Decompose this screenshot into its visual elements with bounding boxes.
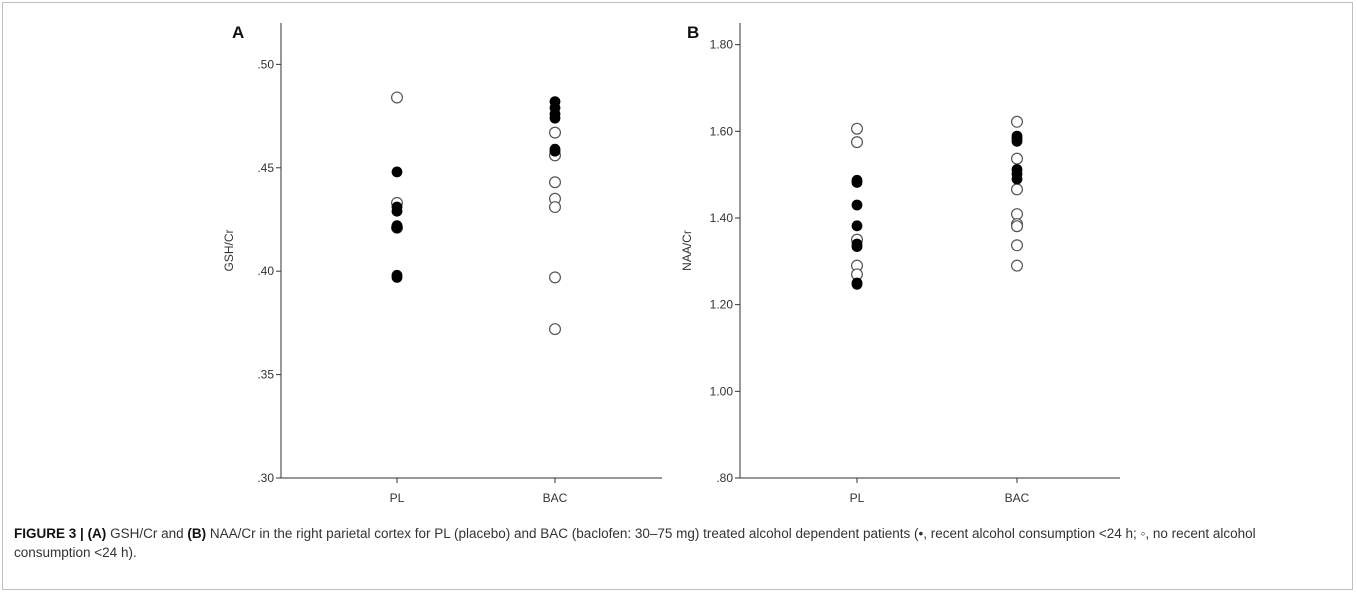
panel-b-y-tick-label: 1.40	[710, 211, 734, 225]
panel-a-point-filled	[391, 271, 403, 283]
panel-b-point-filled	[1011, 173, 1023, 185]
panel-b-point-open	[850, 136, 863, 149]
panel-b-y-tick-label: 1.20	[710, 298, 734, 312]
panel-a-point-filled	[391, 222, 403, 234]
panel-a-y-tick-label: .40	[257, 264, 274, 278]
panel-b-point-filled	[851, 199, 863, 211]
panel-a-point-open	[548, 126, 561, 139]
panel-a-x-tick-label: PL	[390, 491, 405, 505]
panel-a-point-filled	[391, 166, 403, 178]
caption-part-a-text: GSH/Cr and	[110, 526, 184, 541]
panel-b-point-open	[1010, 239, 1023, 252]
caption-figure-label: FIGURE 3 |	[14, 526, 84, 541]
panel-a-point-open	[548, 323, 561, 336]
panel-a-point-open	[548, 201, 561, 214]
caption-part-a-label: (A)	[87, 526, 107, 541]
panel-a-point-filled	[391, 205, 403, 217]
panel-a-point-open	[548, 176, 561, 189]
panel-a-point-filled	[549, 145, 561, 157]
panel-b-y-tick-label: 1.00	[710, 384, 734, 398]
panel-a-x-tick-label: BAC	[543, 491, 568, 505]
panel-a-y-tick-label: .35	[257, 368, 274, 382]
panel-b-point-open	[850, 122, 863, 135]
panel-b-x-tick-label: BAC	[1005, 491, 1030, 505]
panel-b-point-open	[1010, 220, 1023, 233]
panel-b-point-filled	[851, 278, 863, 290]
panel-a-label: A	[232, 23, 244, 42]
panel-b-point-filled	[1011, 135, 1023, 147]
panel-b-y-tick-label: 1.80	[710, 38, 734, 52]
panel-b-point-open	[1010, 183, 1023, 196]
panel-a-y-tick-label: .30	[257, 471, 274, 485]
caption-part-b-label: (B)	[187, 526, 207, 541]
panel-b-point-filled	[851, 241, 863, 253]
panel-b-point-open	[1010, 152, 1023, 165]
panel-b-y-tick-label: .80	[716, 471, 733, 485]
panel-a-y-tick-label: .45	[257, 161, 274, 175]
panel-b-point-filled	[851, 220, 863, 232]
panel-b-point-open	[1010, 259, 1023, 272]
panel-a-y-axis-title: GSH/Cr	[222, 229, 236, 271]
panel-b-y-axis-title: NAA/Cr	[680, 230, 694, 271]
charts-svg: .30 .35 .40 .45 .50 PL BAC GSH/Cr A .80 1.00 1.20 1.…	[222, 23, 1120, 505]
panel-b-point-open	[1010, 208, 1023, 221]
panel-a-point-open	[548, 271, 561, 284]
panel-a-point-filled	[549, 112, 561, 124]
panel-b-point-open	[1010, 115, 1023, 128]
panel-b-label: B	[687, 23, 699, 42]
panel-a-point-open	[391, 91, 404, 104]
panel-a-y-tick-label: .50	[257, 57, 274, 71]
panel-b-y-tick-label: 1.60	[710, 124, 734, 138]
panel-b-point-filled	[851, 177, 863, 188]
caption-part-b-text: NAA/Cr in the right parietal cortex for …	[14, 526, 1256, 560]
figure-caption: FIGURE 3 | (A) GSH/Cr and (B) NAA/Cr in …	[14, 524, 1334, 562]
panel-b-x-tick-label: PL	[850, 491, 865, 505]
